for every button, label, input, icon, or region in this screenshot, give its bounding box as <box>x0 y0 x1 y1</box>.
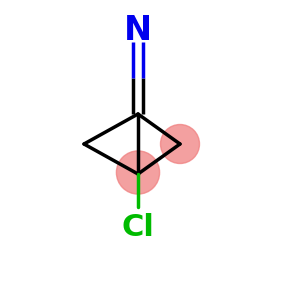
Text: Cl: Cl <box>122 214 154 242</box>
Circle shape <box>116 151 160 194</box>
Circle shape <box>160 124 200 164</box>
Text: N: N <box>124 14 152 46</box>
